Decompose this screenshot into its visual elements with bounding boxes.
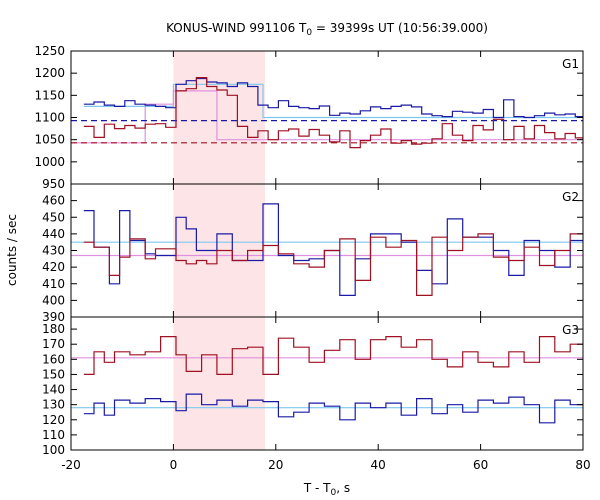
y-tick-label: 1100 <box>34 111 65 125</box>
y-tick-label: 390 <box>42 310 65 324</box>
plot-area: 950100010501100115012001250G139040041042… <box>34 44 590 472</box>
series-red-step <box>83 233 583 296</box>
y-tick-label: 400 <box>42 293 65 307</box>
y-tick-label: 130 <box>42 398 65 412</box>
panel-frame <box>70 316 584 451</box>
y-tick-label: 450 <box>42 210 65 224</box>
y-tick-label: 460 <box>42 194 65 208</box>
series-blue-step <box>83 203 583 296</box>
reference-line-cyan <box>83 83 583 119</box>
y-tick-label: 1000 <box>34 155 65 169</box>
x-tick-label: -20 <box>61 458 81 472</box>
y-tick-label: 120 <box>42 413 65 427</box>
y-tick-label: 1250 <box>34 44 65 58</box>
panel-g1: 950 1000 1050 1100 1150 1200 1250 G1 <box>34 44 584 191</box>
y-tick-label: 1150 <box>34 88 65 102</box>
x-axis-label: T - T0, s <box>303 481 350 498</box>
y-tick-label: 1050 <box>34 133 65 147</box>
y-tick-label: 150 <box>42 367 65 381</box>
y-tick-label: 170 <box>42 337 65 351</box>
reference-line-violet <box>71 90 583 144</box>
x-tick-label: 60 <box>473 458 488 472</box>
panel-label: G2 <box>562 190 579 204</box>
y-tick-label: 420 <box>42 260 65 274</box>
series-blue-step <box>83 77 583 119</box>
y-tick-label: 140 <box>42 383 65 397</box>
y-tick-label: 160 <box>42 352 65 366</box>
panel-label: G3 <box>562 323 579 337</box>
chart-title: KONUS-WIND 991106 T0 = 39399s UT (10:56:… <box>166 21 488 38</box>
x-tick-label: 0 <box>170 458 178 472</box>
y-tick-label: 410 <box>42 277 65 291</box>
y-tick-label: 430 <box>42 244 65 258</box>
x-tick-label: 20 <box>268 458 283 472</box>
y-tick-label: 950 <box>42 177 65 191</box>
y-tick-label: 440 <box>42 227 65 241</box>
y-axis-label: counts / sec <box>5 214 19 286</box>
y-tick-label: 1200 <box>34 66 65 80</box>
y-tick-label: 100 <box>42 443 65 457</box>
series-blue-step <box>83 393 583 424</box>
x-tick-label: 40 <box>371 458 386 472</box>
panel-label: G1 <box>562 57 579 71</box>
x-tick-label: 80 <box>575 458 590 472</box>
panel-g2: 390 400 410 420 430 440 450 460 G2 <box>42 183 584 324</box>
series-red-step <box>83 336 583 375</box>
y-tick-label: 110 <box>42 428 65 442</box>
series-red-step <box>83 76 583 149</box>
y-tick-label: 180 <box>42 322 65 336</box>
